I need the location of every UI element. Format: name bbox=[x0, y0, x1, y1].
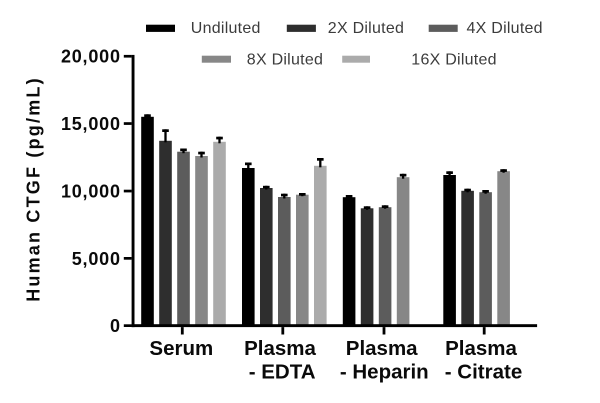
svg-text:5,000: 5,000 bbox=[72, 249, 121, 269]
svg-text:Undiluted: Undiluted bbox=[191, 20, 261, 37]
svg-text:4X Diluted: 4X Diluted bbox=[467, 20, 543, 37]
svg-text:Human CTGF (pg/mL): Human CTGF (pg/mL) bbox=[24, 76, 44, 302]
svg-text:2X Diluted: 2X Diluted bbox=[328, 20, 404, 37]
svg-text:- Heparin: - Heparin bbox=[340, 360, 429, 383]
svg-text:Plasma: Plasma bbox=[346, 337, 418, 360]
svg-text:Plasma: Plasma bbox=[244, 337, 316, 360]
svg-text:16X Diluted: 16X Diluted bbox=[411, 51, 496, 68]
svg-text:20,000: 20,000 bbox=[61, 47, 121, 67]
svg-text:8X Diluted: 8X Diluted bbox=[247, 51, 323, 68]
svg-text:Serum: Serum bbox=[149, 337, 213, 360]
svg-text:- Citrate: - Citrate bbox=[445, 360, 522, 383]
svg-text:Plasma: Plasma bbox=[445, 337, 517, 360]
svg-text:- EDTA: - EDTA bbox=[249, 360, 316, 383]
svg-text:15,000: 15,000 bbox=[61, 114, 121, 134]
svg-text:10,000: 10,000 bbox=[61, 182, 121, 202]
svg-text:0: 0 bbox=[110, 316, 121, 336]
